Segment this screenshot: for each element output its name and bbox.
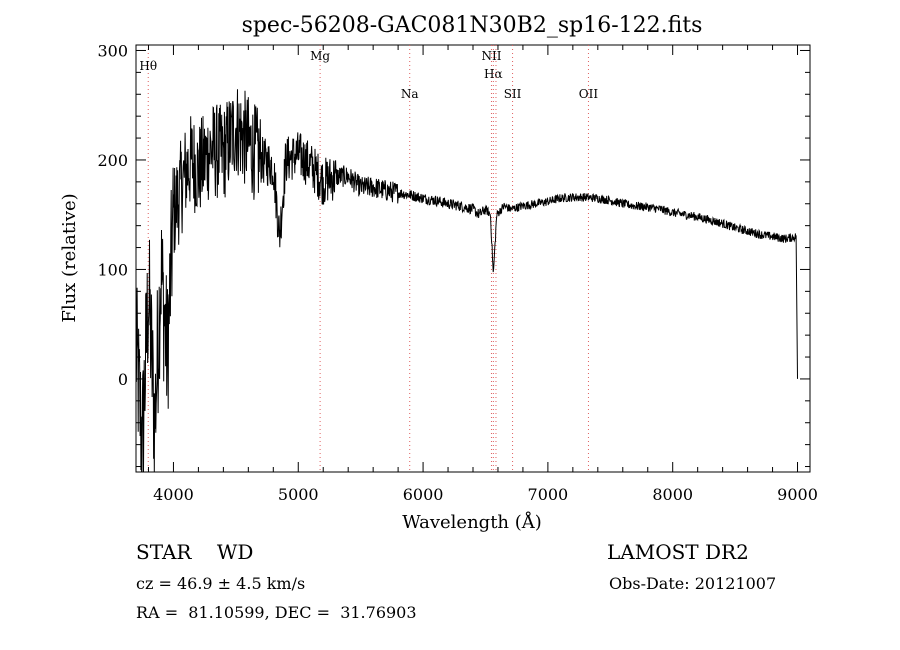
- x-tick-label: 7000: [528, 485, 569, 504]
- spectral-line-label: NII: [481, 49, 501, 63]
- y-tick-label: 300: [97, 41, 128, 60]
- x-tick-label: 9000: [777, 485, 818, 504]
- ra-dec: RA = 81.10599, DEC = 31.76903: [136, 603, 417, 622]
- chart-title: spec-56208-GAC081N30B2_sp16-122.fits: [242, 13, 703, 38]
- x-tick-label: 6000: [403, 485, 444, 504]
- flux-series-line: [135, 89, 798, 473]
- spectral-line-label: Na: [401, 87, 419, 101]
- spectral-line-label: OII: [579, 87, 599, 101]
- spectral-line-label: Hα: [484, 67, 503, 81]
- spectral-line-label: Hθ: [139, 59, 157, 73]
- y-tick-label: 100: [97, 260, 128, 279]
- x-axis: 4000 5000 6000 7000 8000 9000: [147, 45, 818, 504]
- object-type: STAR WD: [136, 540, 254, 564]
- series-layer: [135, 89, 798, 473]
- y-tick-label: 200: [97, 151, 128, 170]
- survey-name: LAMOST DR2: [607, 540, 749, 564]
- redshift-cz: cz = 46.9 ± 4.5 km/s: [136, 574, 306, 593]
- x-tick-label: 4000: [153, 485, 194, 504]
- x-axis-label: Wavelength (Å): [402, 511, 542, 533]
- y-axis: 0 100 200 300: [97, 41, 810, 468]
- obs-date: Obs-Date: 20121007: [609, 574, 777, 593]
- x-tick-label: 8000: [652, 485, 693, 504]
- spectral-line-label: SII: [504, 87, 522, 101]
- y-axis-label: Flux (relative): [59, 193, 80, 322]
- y-tick-label: 0: [118, 370, 128, 389]
- x-tick-label: 5000: [278, 485, 319, 504]
- spectral-line-label: Mg: [310, 49, 330, 63]
